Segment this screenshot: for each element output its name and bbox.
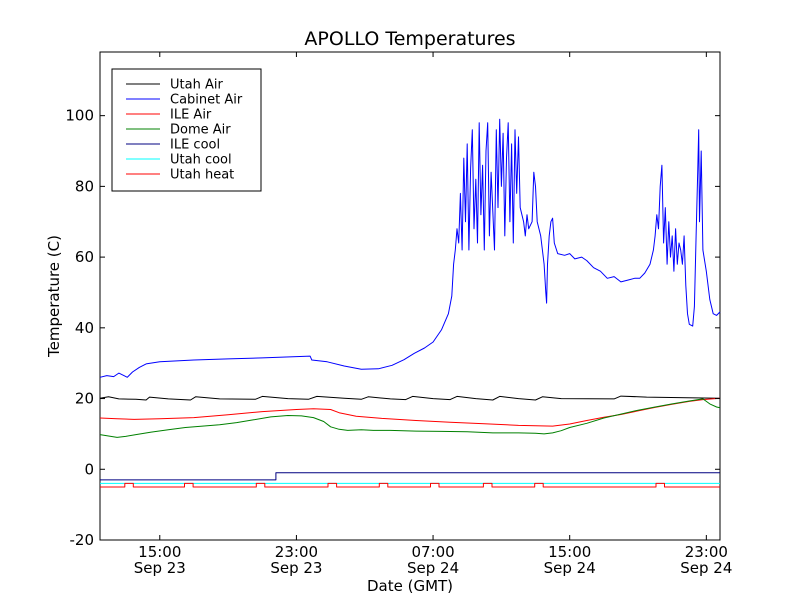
x-tick-label-time: 15:00: [548, 543, 591, 561]
legend-label-utah-heat: Utah heat: [170, 168, 234, 183]
legend-label-ile-air: ILE Air: [170, 108, 212, 123]
y-tick-label: 0: [84, 460, 94, 478]
y-tick-label: 100: [65, 107, 94, 125]
y-tick-label: 80: [75, 177, 94, 195]
legend-label-utah-cool: Utah cool: [170, 153, 232, 168]
legend-label-ile-cool: ILE cool: [170, 138, 220, 153]
legend-label-utah-air: Utah Air: [170, 78, 223, 93]
x-tick-label-time: 23:00: [275, 543, 318, 561]
y-tick-label: 20: [75, 390, 94, 408]
y-tick-label: 60: [75, 248, 94, 266]
series-line-utah-air: [99, 395, 721, 401]
x-tick-label-date: Sep 24: [407, 559, 459, 577]
chart-title: APOLLO Temperatures: [304, 28, 515, 50]
legend-label-cabinet-air: Cabinet Air: [170, 93, 243, 108]
series-layer: [99, 118, 721, 488]
series-line-ile-cool: [100, 472, 720, 481]
x-tick-label-time: 07:00: [411, 543, 454, 561]
legend-label-dome-air: Dome Air: [170, 123, 231, 138]
y-tick-label: -20: [70, 531, 95, 549]
series-line-cabinet-air: [99, 118, 721, 378]
x-tick-label-date: Sep 24: [544, 559, 596, 577]
x-tick-label-time: 15:00: [138, 543, 181, 561]
legend-box: [111, 68, 262, 192]
x-axis-label: Date (GMT): [367, 577, 453, 595]
x-tick-label-date: Sep 23: [270, 559, 322, 577]
x-tick-label-date: Sep 23: [134, 559, 186, 577]
x-tick-label-date: Sep 24: [680, 559, 732, 577]
series-line-utah-heat: [100, 482, 720, 488]
x-tick-label-time: 23:00: [685, 543, 728, 561]
y-axis-label: Temperature (C): [45, 235, 63, 358]
y-tick-label: 40: [75, 319, 94, 337]
series-line-ile-air: [99, 397, 721, 427]
series-line-dome-air: [99, 398, 721, 438]
